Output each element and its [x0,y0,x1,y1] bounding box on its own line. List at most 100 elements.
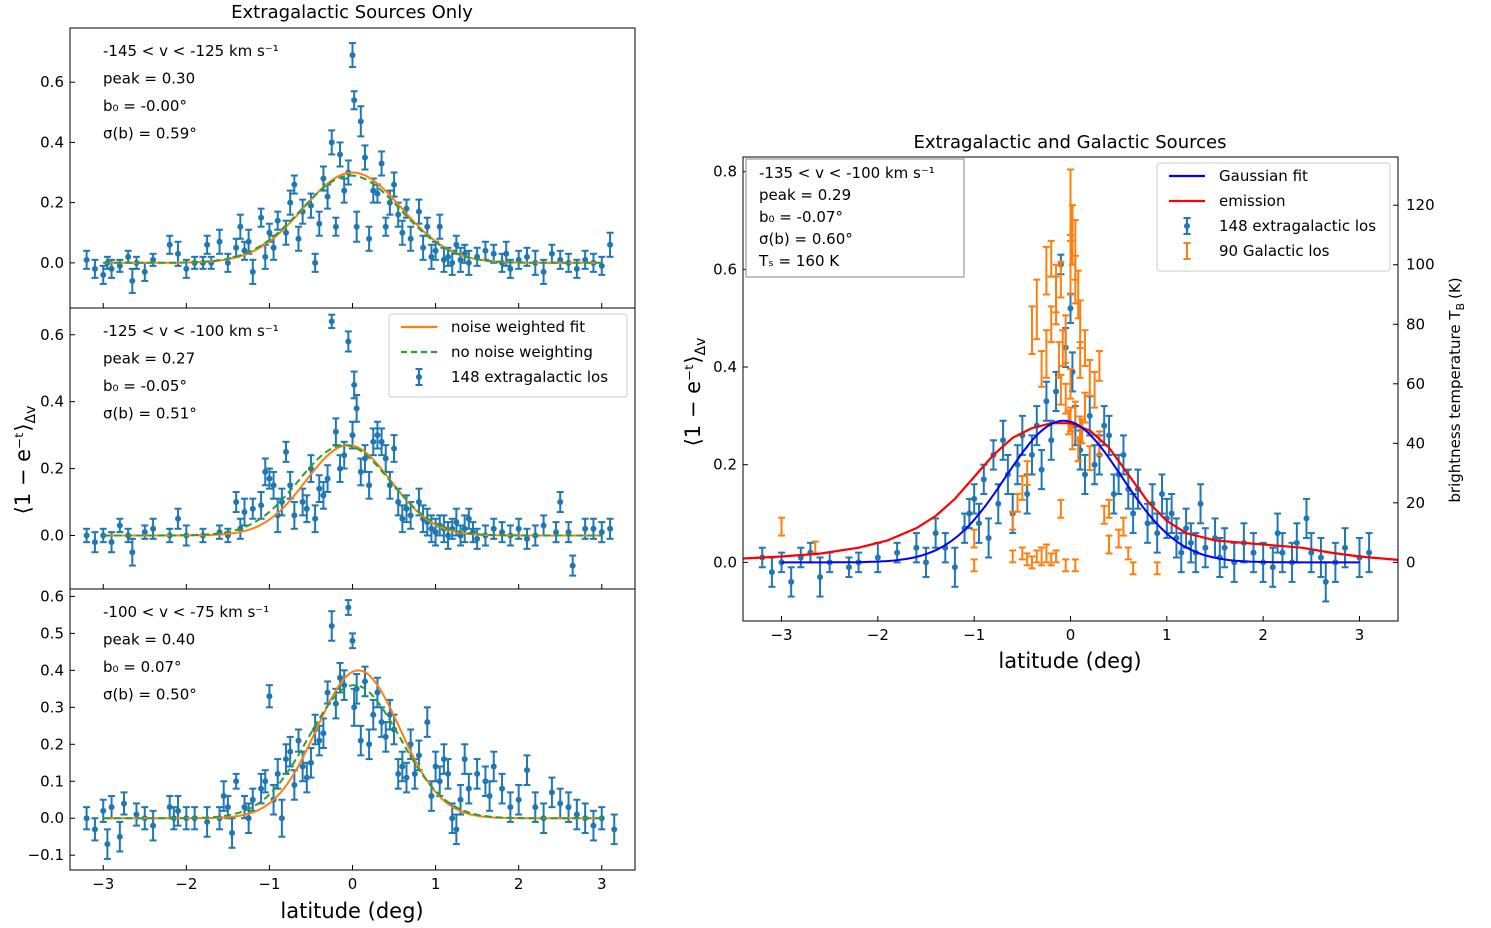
galactic-point [1078,418,1086,445]
data-marker [474,535,481,542]
extragalactic-point [282,440,290,463]
data-marker [1120,451,1127,458]
extragalactic-point [294,225,302,252]
extragalactic-point [236,213,244,240]
data-marker [465,515,472,522]
y-tick-label: 0.5 [40,624,64,642]
data-marker [341,187,348,194]
data-marker [975,520,982,527]
galactic-point [1067,367,1074,400]
data-marker [233,244,240,251]
extragalactic-point [440,743,448,775]
extragalactic-point [349,632,356,650]
extragalactic-point [481,240,489,261]
extragalactic-point [1322,561,1330,603]
extragalactic-point [116,258,124,273]
extragalactic-point [932,517,940,549]
data-marker [83,815,90,822]
extragalactic-point [787,566,795,598]
data-marker [490,525,497,532]
extragalactic-point [448,802,456,835]
galactic-point [1033,549,1041,564]
x-tick-label: 1 [431,875,441,893]
data-marker [980,476,987,483]
data-marker [391,445,398,452]
data-marker [245,238,252,245]
galactic-point [1153,561,1161,576]
data-marker [515,796,522,803]
extragalactic-point [357,105,365,138]
extragalactic-point [340,177,348,204]
gaussian-fit-curve [781,419,1360,564]
data-marker [482,778,489,785]
data-marker [91,265,98,272]
data-marker [287,748,294,755]
extragalactic-point [1182,507,1190,549]
extragalactic-point [548,776,556,809]
data-marker [428,525,435,532]
extragalactic-point [970,483,978,515]
extragalactic-point [382,216,390,237]
extragalactic-point [353,393,361,423]
data-marker [283,756,290,763]
data-marker [391,181,398,188]
extragalactic-point [336,454,344,483]
y2-tick-label: 20 [1406,494,1425,512]
extragalactic-point [1187,522,1195,564]
y-tick-label: 0.0 [40,526,64,544]
extragalactic-point [357,724,365,757]
extragalactic-point [606,517,614,540]
data-marker [258,502,265,509]
right-ylabel: ⟨1 − e⁻ᵗ⟩Δv [681,338,709,447]
data-marker [204,241,211,248]
annotation-line: peak = 0.40 [103,631,195,649]
data-marker [532,804,539,811]
extragalactic-point [128,267,136,294]
y2-tick-label: 40 [1406,434,1425,452]
y-tick-label: 0.2 [713,456,737,474]
extragalactic-point [278,798,286,838]
legend-label: 148 extragalactic los [451,368,608,386]
data-marker [1187,539,1194,546]
extragalactic-point [540,258,548,285]
extragalactic-point [390,434,398,463]
galactic-point [1018,546,1026,561]
data-marker [337,674,344,681]
extragalactic-point [353,673,361,705]
galactic-point [1067,233,1074,296]
galactic-point [1062,558,1070,573]
data-marker [1053,388,1060,395]
extragalactic-point [124,249,132,264]
extragalactic-point [232,490,240,514]
extragalactic-point [315,474,323,504]
extragalactic-point [598,255,606,276]
galactic-point [1009,510,1017,531]
data-marker [361,455,368,462]
extragalactic-point [415,198,423,225]
data-marker [328,622,335,629]
data-marker [370,438,377,445]
data-marker [874,554,881,561]
extragalactic-point [216,524,224,540]
data-marker [386,711,393,718]
extragalactic-point [328,313,336,330]
annotation-line: b₀ = -0.00° [103,97,187,115]
annotation-line: σ(b) = 0.59° [103,125,197,143]
data-marker [125,253,132,260]
data-marker [1028,451,1035,458]
extragalactic-point [91,817,99,842]
galactic-point [1028,555,1036,570]
right-ylabel-sub: Δv [693,338,709,356]
extragalactic-point [336,661,344,694]
plot-frame [69,588,636,871]
extragalactic-point [432,240,440,261]
data-marker [237,223,244,230]
data-marker [411,770,418,777]
data-marker [349,432,356,439]
data-marker [440,256,447,263]
extragalactic-point [394,758,402,790]
extragalactic-point [436,213,444,240]
data-marker [1024,491,1031,498]
plot-frame [742,156,1399,622]
extragalactic-point [486,780,494,812]
